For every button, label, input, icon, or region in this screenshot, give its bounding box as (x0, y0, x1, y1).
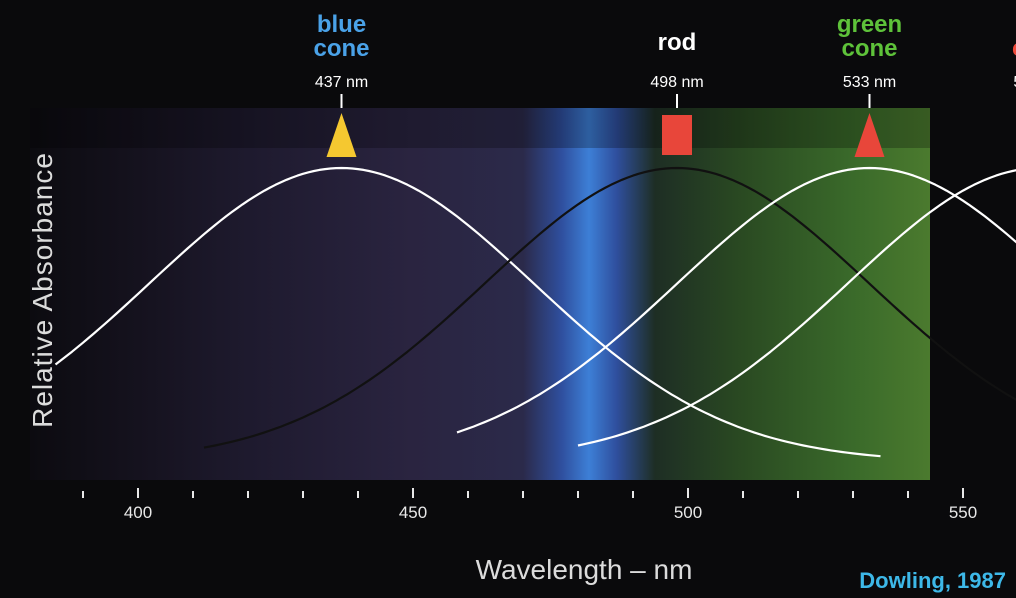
x-tick-label: 450 (399, 503, 427, 522)
series-name-blue-cone-line1: blue (317, 11, 366, 38)
markers-layer (326, 113, 885, 157)
x-tick-label: 500 (674, 503, 702, 522)
x-axis-label: Wavelength – nm (476, 554, 693, 585)
curve-red-cone (577, 169, 1016, 447)
peak-marker-blue-cone (326, 113, 357, 157)
curve-blue-cone (54, 166, 881, 458)
spectrum-band (30, 108, 930, 480)
series-name-green-cone-line2: cone (841, 35, 897, 62)
peak-marker-rod (662, 115, 692, 155)
x-axis: 400450500550600650700 (82, 488, 977, 522)
credit-label: Dowling, 1987 (859, 568, 1006, 593)
curve-green-cone (456, 166, 1016, 434)
peak-label-blue-cone: 437 nm (315, 74, 368, 91)
peak-marker-green-cone (854, 113, 885, 157)
y-axis-label: Relative Absorbance (27, 152, 58, 428)
series-name-red-cone-line2: cone (1012, 35, 1016, 62)
peak-label-rod: 498 nm (650, 74, 703, 91)
peak-label-green-cone: 533 nm (843, 74, 896, 91)
series-name-rod-line1: rod (658, 29, 697, 56)
series-name-green-cone-line1: green (837, 11, 902, 38)
spectrum-top-fade (30, 108, 930, 148)
peak-label-red-cone: 564 nm (1013, 74, 1016, 91)
curves-layer (54, 166, 1016, 458)
x-tick-label: 400 (124, 503, 152, 522)
x-tick-label: 550 (949, 503, 977, 522)
series-name-blue-cone-line2: cone (313, 35, 369, 62)
